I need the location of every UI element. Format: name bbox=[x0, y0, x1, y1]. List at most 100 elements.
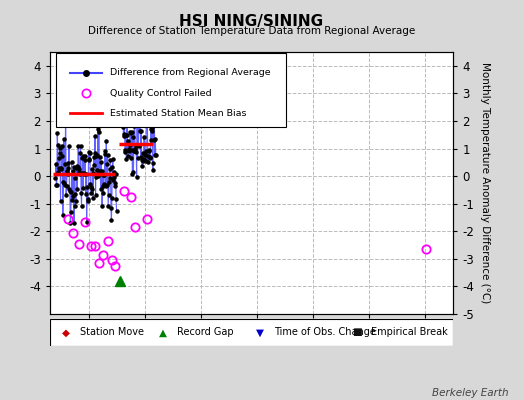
Text: Station Move: Station Move bbox=[80, 327, 144, 338]
Point bbox=[97, 168, 106, 174]
Point bbox=[149, 166, 157, 173]
Point bbox=[100, 181, 108, 187]
Point bbox=[102, 183, 110, 189]
Point bbox=[112, 208, 121, 214]
Point bbox=[90, 162, 99, 168]
Point bbox=[112, 196, 121, 202]
Text: Estimated Station Mean Bias: Estimated Station Mean Bias bbox=[111, 109, 247, 118]
Point bbox=[140, 133, 148, 140]
Point bbox=[151, 136, 159, 142]
Point bbox=[111, 183, 119, 190]
Point bbox=[68, 159, 76, 166]
Point bbox=[73, 186, 82, 193]
Point bbox=[70, 175, 79, 181]
Point bbox=[83, 184, 91, 190]
Point bbox=[145, 146, 154, 153]
Point bbox=[105, 166, 114, 172]
Point bbox=[72, 198, 80, 204]
Point bbox=[146, 154, 154, 161]
Point bbox=[61, 161, 69, 167]
Point bbox=[144, 159, 152, 165]
Point bbox=[52, 182, 60, 188]
Point bbox=[99, 171, 107, 178]
Point bbox=[133, 104, 141, 110]
Point bbox=[73, 164, 82, 170]
Point bbox=[95, 170, 103, 176]
Point bbox=[149, 118, 158, 124]
FancyBboxPatch shape bbox=[50, 319, 453, 346]
Text: Berkeley Earth: Berkeley Earth bbox=[432, 388, 508, 398]
Point bbox=[84, 198, 92, 205]
Point bbox=[98, 203, 106, 210]
Point bbox=[151, 152, 160, 158]
Point bbox=[143, 118, 151, 125]
Point bbox=[147, 128, 156, 135]
Point bbox=[136, 104, 145, 110]
Point bbox=[78, 155, 86, 162]
Point bbox=[109, 176, 117, 183]
Point bbox=[121, 149, 129, 156]
Point bbox=[121, 146, 129, 153]
Point bbox=[141, 151, 149, 158]
Point bbox=[131, 146, 139, 152]
Point bbox=[148, 125, 156, 131]
Point bbox=[123, 118, 131, 124]
Point bbox=[142, 158, 150, 164]
Point bbox=[138, 150, 147, 156]
Text: Empirical Break: Empirical Break bbox=[370, 327, 447, 338]
Point bbox=[78, 170, 86, 177]
Point bbox=[69, 193, 78, 199]
FancyBboxPatch shape bbox=[56, 53, 286, 127]
Point bbox=[56, 145, 64, 151]
Point bbox=[118, 112, 127, 118]
Point bbox=[65, 186, 73, 192]
Point bbox=[58, 143, 66, 149]
Point bbox=[140, 151, 149, 158]
Point bbox=[95, 154, 104, 161]
Point bbox=[134, 115, 142, 122]
Point bbox=[64, 160, 72, 166]
Point bbox=[89, 195, 97, 201]
Point bbox=[122, 132, 130, 139]
Point bbox=[92, 174, 101, 180]
Point bbox=[97, 158, 105, 165]
Point bbox=[128, 171, 137, 178]
Point bbox=[96, 186, 105, 192]
Point bbox=[70, 220, 78, 226]
Point bbox=[127, 128, 136, 135]
Point bbox=[138, 163, 146, 169]
Point bbox=[132, 143, 140, 150]
Point bbox=[99, 182, 107, 189]
Point bbox=[82, 171, 91, 178]
Point bbox=[74, 169, 83, 176]
Point bbox=[110, 174, 118, 180]
Point bbox=[53, 142, 62, 148]
Point bbox=[85, 156, 94, 163]
Point bbox=[66, 188, 74, 194]
Text: ■: ■ bbox=[352, 327, 362, 338]
Point bbox=[80, 171, 88, 177]
Text: Difference from Regional Average: Difference from Regional Average bbox=[111, 68, 271, 77]
Point bbox=[89, 170, 97, 176]
Point bbox=[138, 157, 146, 163]
Point bbox=[150, 137, 158, 143]
Point bbox=[112, 171, 120, 178]
Text: Time of Obs. Change: Time of Obs. Change bbox=[274, 327, 376, 338]
Point bbox=[80, 170, 89, 176]
Point bbox=[139, 158, 147, 164]
Point bbox=[108, 163, 116, 170]
Point bbox=[51, 175, 60, 181]
Point bbox=[54, 165, 63, 171]
Point bbox=[67, 188, 75, 195]
Point bbox=[101, 148, 109, 154]
Point bbox=[137, 128, 146, 134]
Point bbox=[104, 192, 113, 198]
Point bbox=[91, 150, 99, 156]
Point bbox=[129, 134, 137, 140]
Point bbox=[75, 171, 84, 177]
Point bbox=[102, 138, 111, 144]
Point bbox=[100, 172, 108, 178]
Point bbox=[83, 196, 92, 202]
Point bbox=[125, 142, 134, 148]
Point bbox=[79, 184, 87, 191]
